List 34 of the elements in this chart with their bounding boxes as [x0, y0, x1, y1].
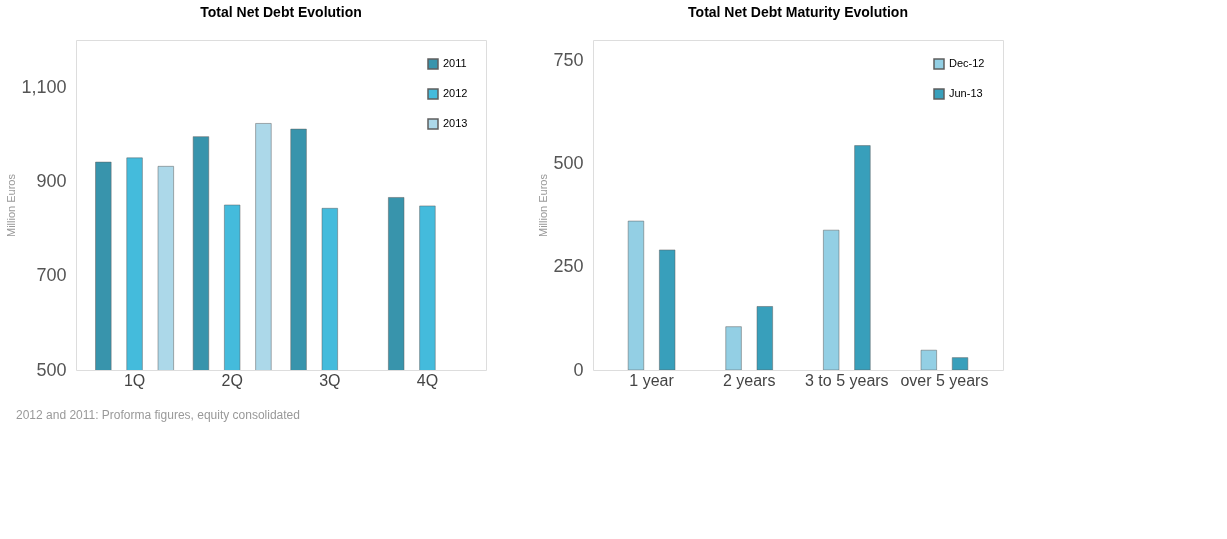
chart-title: Total Net Debt Maturity Evolution — [688, 4, 908, 20]
y-tick-label: 1,100 — [21, 76, 67, 97]
bar — [627, 220, 645, 370]
x-tick-label: 1 year — [629, 371, 675, 389]
y-tick-label: 250 — [553, 256, 584, 277]
y-axis-title: Million Euros — [537, 173, 550, 237]
text: 2012 and 2011: Proforma figures, equity consolidated — [16, 408, 300, 422]
x-tick-label: 4Q — [416, 371, 439, 389]
y-axis-title: Million Euros — [5, 173, 18, 237]
y-tick-label: 500 — [553, 153, 584, 174]
y-tick-label: 700 — [36, 265, 67, 286]
chart-title: Total Net Debt Evolution — [200, 4, 362, 20]
y-tick-label: 900 — [36, 170, 67, 191]
legend-label: 2013 — [443, 117, 468, 129]
bar — [823, 229, 840, 370]
bar — [756, 306, 773, 370]
x-tick-label: 2Q — [221, 371, 243, 389]
x-tick-label: 2 years — [722, 371, 776, 389]
x-tick-label: over 5 years — [900, 371, 989, 389]
x-tick-label: 3Q — [319, 371, 341, 389]
legend-label: Jun-13 — [949, 87, 983, 99]
x-tick-label: 1Q — [123, 371, 146, 389]
bar — [951, 357, 969, 370]
y-tick-label: 0 — [573, 359, 584, 380]
legend-label: Dec-12 — [949, 57, 985, 69]
y-tick-label: 750 — [553, 50, 584, 71]
y-tick-label: 500 — [36, 359, 67, 380]
bar — [854, 145, 871, 370]
bar — [920, 349, 937, 370]
legend-label: 2011 — [443, 57, 467, 69]
bar — [725, 326, 742, 370]
bar — [659, 249, 676, 370]
legend-label: 2012 — [443, 87, 468, 99]
x-tick-label: 3 to 5 years — [805, 371, 889, 389]
